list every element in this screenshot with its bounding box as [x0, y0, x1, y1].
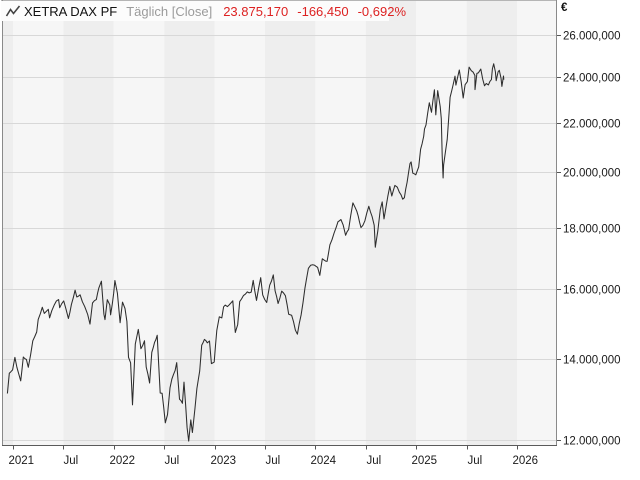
y-tick-label: 14.000,000: [563, 355, 621, 367]
line-chart-icon: [5, 5, 21, 17]
last-price: 23.875,170: [223, 3, 289, 19]
x-tick-label: 2022: [110, 455, 136, 467]
background-stripe: [113, 1, 165, 445]
background-stripe: [466, 1, 517, 445]
x-tick-label: Jul: [64, 455, 79, 467]
price-change-percent: -0,692%: [357, 3, 407, 19]
x-tick-label: Jul: [468, 455, 483, 467]
background-stripe: [214, 1, 265, 445]
x-tick-label: Jul: [165, 455, 180, 467]
y-tick-label: 24.000,000: [563, 73, 621, 85]
quote-values: 23.875,170 -166,450 -0,692%: [223, 4, 406, 19]
background-stripe: [517, 1, 557, 445]
y-tick-label: 20.000,000: [563, 168, 621, 180]
x-tick-label: 2024: [311, 455, 337, 467]
price-line: [6, 63, 505, 442]
y-tick-label: 12.000,000: [563, 436, 621, 448]
background-stripe: [2, 1, 13, 445]
background-stripe: [416, 1, 467, 445]
x-tick-label: Jul: [367, 455, 382, 467]
price-change: -166,450: [297, 3, 349, 19]
y-tick-label: 16.000,000: [563, 285, 621, 297]
background-stripe: [63, 1, 114, 445]
background-stripe: [265, 1, 316, 445]
y-tick-label: 26.000,000: [563, 31, 621, 43]
y-tick-label: 18.000,000: [563, 224, 621, 236]
chart-header: XETRA DAX PF Täglich [Close] 23.875,170 …: [1, 1, 406, 21]
x-tick-label: Jul: [266, 455, 281, 467]
chart-period-label: Täglich [Close]: [126, 3, 213, 19]
instrument-name: XETRA DAX PF: [24, 3, 118, 19]
currency-unit-label: €: [561, 2, 568, 14]
x-tick-label: 2021: [9, 455, 35, 467]
x-tick-label: 2023: [211, 455, 237, 467]
x-tick-label: 2025: [412, 455, 438, 467]
background-stripe: [164, 1, 215, 445]
y-tick-label: 22.000,000: [563, 119, 621, 131]
background-stripe: [315, 1, 366, 445]
x-tick-label: 2026: [513, 455, 539, 467]
